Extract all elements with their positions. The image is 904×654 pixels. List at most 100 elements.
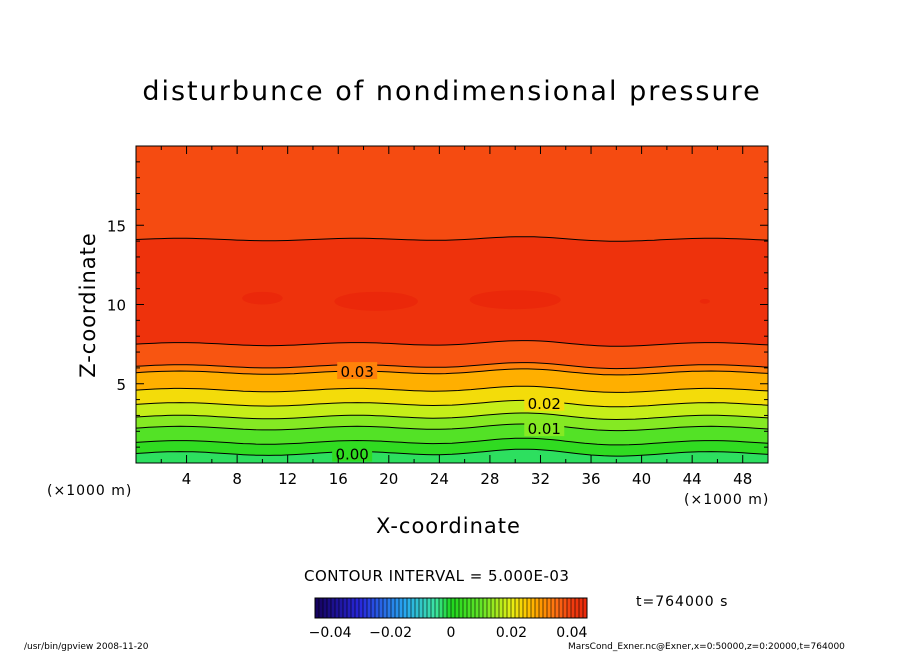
contour-line [136,437,768,446]
x-axis-label: X-coordinate [376,514,521,538]
colorbar-cell [467,598,472,618]
colorbar-cell [567,598,572,618]
x-unit-label: (×1000 m) [684,492,770,508]
footer-left: /usr/bin/gpview 2008-11-20 [24,642,149,652]
colorbar-cell [331,598,336,618]
x-tick-label: 44 [683,470,702,488]
contour-line [136,423,768,432]
contour-band [136,362,768,375]
contour-patch [699,298,710,304]
colorbar-cell [495,598,500,618]
contour-labels: 0.03 0.02 0.01 0.00 [332,362,565,463]
colorbar-cell [319,598,324,618]
colorbar-cell [551,598,556,618]
colorbar-cell [507,598,512,618]
colorbar-cell [415,598,420,618]
colorbar-cell [491,598,496,618]
x-tick-labels: 4 8 12 16 20 24 28 32 36 40 44 48 [182,470,752,488]
contour-line [136,448,768,457]
colorbar-cell [359,598,364,618]
contour-label-bg [524,419,565,437]
colorbar-cell [483,598,488,618]
colorbar-cell [379,598,384,618]
colorbar-cell [463,598,468,618]
colorbar-cell [455,598,460,618]
x-tick-label: 12 [278,470,297,488]
y-tick-label: 5 [116,376,126,394]
colorbar-cell [403,598,408,618]
x-tick-label: 48 [733,470,752,488]
axes-frame [135,145,769,464]
contour-label-bg [337,362,378,380]
colorbar-cell [515,598,520,618]
colorbar-cell [327,598,332,618]
colorbar-cell [355,598,360,618]
colorbar-cell [399,598,404,618]
colorbar-cell [395,598,400,618]
y-tick-label: 15 [107,217,126,235]
x-tick-label: 4 [182,470,192,488]
colorbar-cell [427,598,432,618]
y-unit-label: (×1000 m) [47,483,133,499]
colorbar-cell [487,598,492,618]
contour-line [136,412,768,421]
colorbar-cell [407,598,412,618]
colorbar-cell [323,598,328,618]
contour-band [136,413,768,431]
colorbar-cell [315,598,320,618]
contour-patch [242,291,283,305]
colorbar-tick-label: 0 [447,625,456,641]
colorbar-cell [543,598,548,618]
contour-line [136,368,768,376]
contour-label: 0.02 [528,395,561,413]
colorbar-cell [499,598,504,618]
colorbar-cell [471,598,476,618]
colorbar-cell [335,598,340,618]
colorbar-tick-label: −0.04 [309,625,352,641]
colorbar-cell [571,598,576,618]
contour-band [136,449,768,463]
colorbar-cell [559,598,564,618]
colorbar-tick-label: −0.02 [369,625,412,641]
x-tick-label: 8 [232,470,242,488]
colorbar-cell [367,598,372,618]
contour-band [136,400,768,420]
colorbar-frame [314,597,588,619]
contour-band [136,368,768,393]
contour-label: 0.00 [335,445,368,463]
colorbar-cell [583,598,588,618]
colorbar-cell [383,598,388,618]
colorbar-cell [531,598,536,618]
colorbar-cell [431,598,436,618]
contour-label: 0.01 [528,420,561,438]
contour-patch [469,290,561,310]
x-tick-label: 40 [632,470,651,488]
colorbar-cell [475,598,480,618]
x-tick-label: 24 [430,470,449,488]
colorbar-cell [527,598,532,618]
colorbar-tick-labels: −0.04 −0.02 0 0.02 0.04 [309,625,588,641]
footer-right: MarsCond_Exner.nc@Exner,x=0:50000,z=0:20… [568,642,845,652]
color-bands [136,146,768,463]
x-tick-label: 32 [531,470,550,488]
y-tick-label: 10 [107,297,126,315]
colorbar-cell [523,598,528,618]
colorbar-cell [535,598,540,618]
colorbar-cell [339,598,344,618]
colorbar-cell [439,598,444,618]
contour-patch [334,291,418,311]
colorbar-cell [451,598,456,618]
contour-line [136,362,768,370]
contour-line [136,385,768,393]
contour-interval-text: CONTOUR INTERVAL = 5.000E-03 [304,567,570,585]
colorbar-cell [347,598,352,618]
contour-band [136,236,768,347]
colorbar-cell [343,598,348,618]
colorbar-cell [447,598,452,618]
colorbar-cell [363,598,368,618]
contour-band [136,340,768,369]
x-tick-label: 20 [379,470,398,488]
colorbar-cell [443,598,448,618]
contour-line [136,399,768,408]
